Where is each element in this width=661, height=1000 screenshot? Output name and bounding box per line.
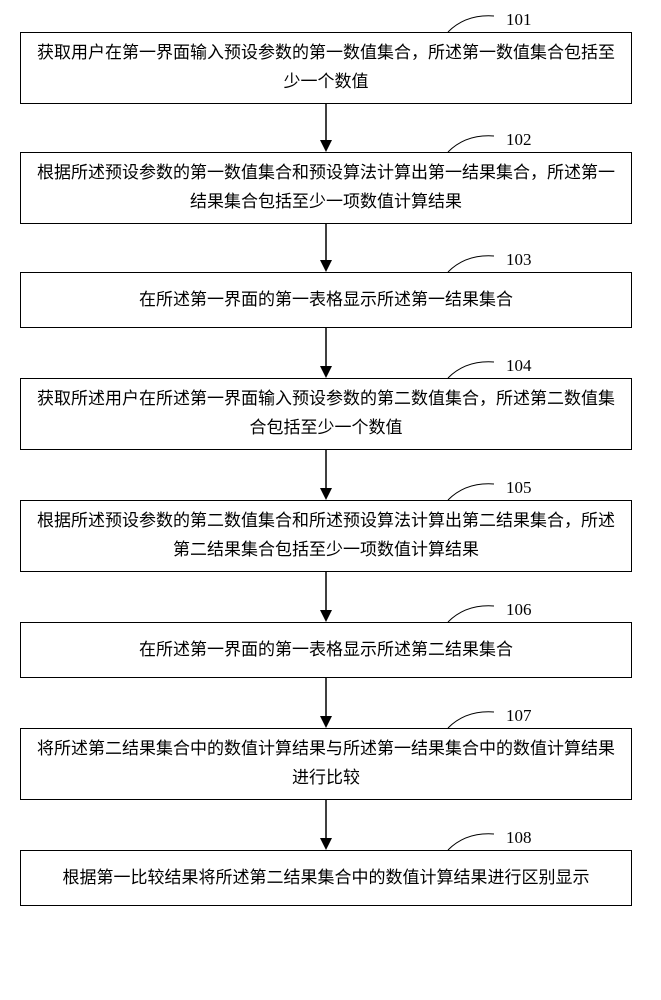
step-label-102: 102 — [506, 130, 532, 150]
step-104: 获取所述用户在所述第一界面输入预设参数的第二数值集合，所述第二数值集合包括至少一… — [20, 378, 632, 450]
step-text: 获取用户在第一界面输入预设参数的第一数值集合，所述第一数值集合包括至少一个数值 — [35, 39, 617, 97]
step-105: 根据所述预设参数的第二数值集合和所述预设算法计算出第二结果集合，所述第二结果集合… — [20, 500, 632, 572]
step-label-107: 107 — [506, 706, 532, 726]
step-106: 在所述第一界面的第一表格显示所述第二结果集合 — [20, 622, 632, 678]
step-label-103: 103 — [506, 250, 532, 270]
step-text: 根据所述预设参数的第二数值集合和所述预设算法计算出第二结果集合，所述第二结果集合… — [35, 507, 617, 565]
step-text: 将所述第二结果集合中的数值计算结果与所述第一结果集合中的数值计算结果进行比较 — [35, 735, 617, 793]
step-103: 在所述第一界面的第一表格显示所述第一结果集合 — [20, 272, 632, 328]
step-text: 获取所述用户在所述第一界面输入预设参数的第二数值集合，所述第二数值集合包括至少一… — [35, 385, 617, 443]
step-label-105: 105 — [506, 478, 532, 498]
step-text: 在所述第一界面的第一表格显示所述第一结果集合 — [139, 286, 513, 315]
step-101: 获取用户在第一界面输入预设参数的第一数值集合，所述第一数值集合包括至少一个数值 — [20, 32, 632, 104]
step-108: 根据第一比较结果将所述第二结果集合中的数值计算结果进行区别显示 — [20, 850, 632, 906]
step-label-106: 106 — [506, 600, 532, 620]
step-label-108: 108 — [506, 828, 532, 848]
step-label-101: 101 — [506, 10, 532, 30]
step-107: 将所述第二结果集合中的数值计算结果与所述第一结果集合中的数值计算结果进行比较 — [20, 728, 632, 800]
step-text: 在所述第一界面的第一表格显示所述第二结果集合 — [139, 636, 513, 665]
step-label-104: 104 — [506, 356, 532, 376]
step-text: 根据所述预设参数的第一数值集合和预设算法计算出第一结果集合，所述第一结果集合包括… — [35, 159, 617, 217]
step-text: 根据第一比较结果将所述第二结果集合中的数值计算结果进行区别显示 — [63, 864, 590, 893]
step-102: 根据所述预设参数的第一数值集合和预设算法计算出第一结果集合，所述第一结果集合包括… — [20, 152, 632, 224]
flowchart-container: 获取用户在第一界面输入预设参数的第一数值集合，所述第一数值集合包括至少一个数值 1… — [0, 0, 661, 1000]
